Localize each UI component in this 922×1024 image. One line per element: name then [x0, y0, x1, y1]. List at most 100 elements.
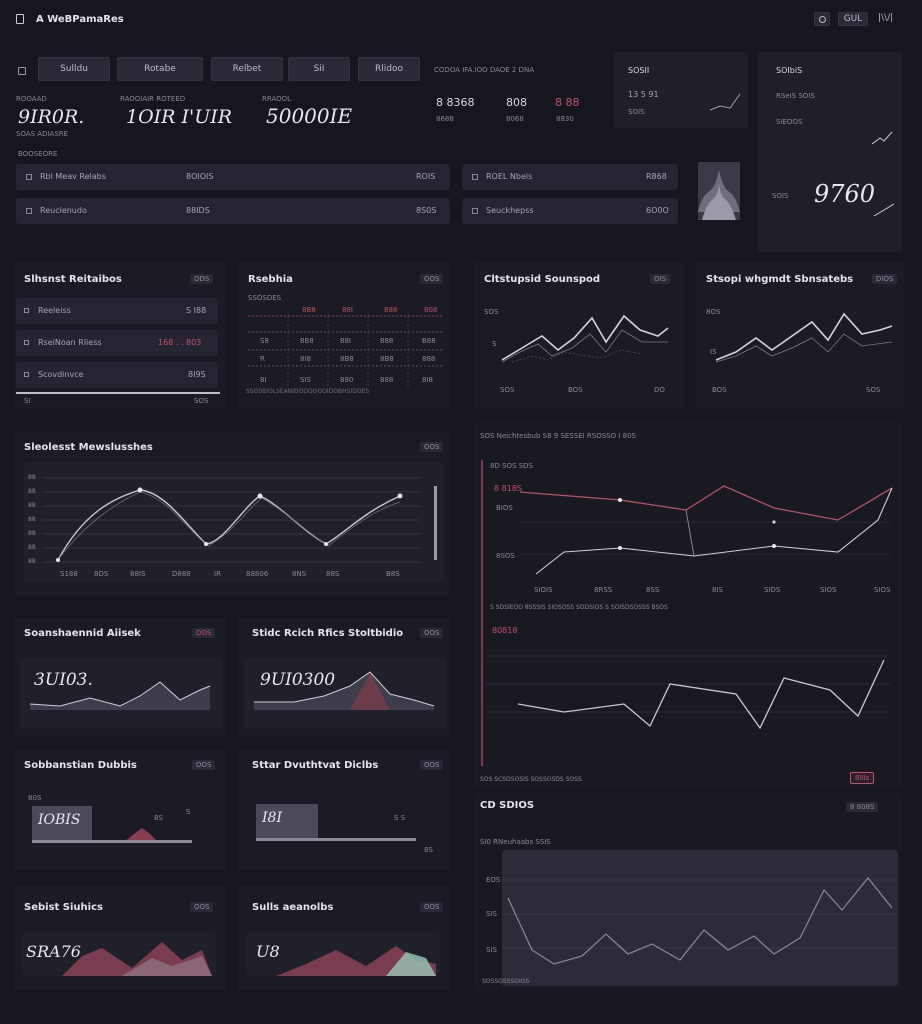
panel-tag[interactable]: ODS — [190, 274, 214, 284]
main-line-chart — [42, 477, 437, 563]
table-cell: 888 — [422, 355, 436, 363]
toolbar-button-2[interactable]: Rotabe — [117, 57, 203, 81]
axis-label: 8OS — [706, 308, 721, 316]
mini-card-tag[interactable]: OOS — [192, 628, 216, 638]
toolbar-icon[interactable] — [18, 67, 26, 75]
panel-title: Rsebhia — [248, 274, 293, 285]
app-title: A WeBPamaRes — [36, 14, 124, 25]
mini-card-tag[interactable]: OOS — [420, 902, 444, 912]
toolbar-num-1: 8 8368 — [436, 96, 475, 109]
stat-row[interactable]: RseiNoan Rliess 168 . . 803 — [16, 330, 218, 356]
main-point — [257, 493, 263, 499]
mini-card-tag[interactable]: OOS — [192, 760, 216, 770]
list-item-label: Reuclenudo — [40, 206, 87, 215]
list-item-value-1: 88IDS — [186, 206, 210, 215]
panel-tag[interactable]: OIS — [650, 274, 671, 284]
side-panel: SOIbiS RSeIS SOIS SIEOOS 9760 SOIS — [758, 52, 902, 252]
panel-foot-right: SOS — [194, 397, 209, 405]
x-tick: 88IS — [130, 570, 146, 578]
mini-card-tag[interactable]: OOS — [420, 628, 444, 638]
main-point — [137, 487, 143, 493]
stat-value: 168 . . 803 — [158, 338, 202, 347]
y-tick: 88 — [28, 558, 36, 565]
stat-value: 8I9S — [188, 370, 206, 379]
panel-tag[interactable]: 8 808S — [846, 802, 879, 812]
toolbar-button-3[interactable]: Relbet — [211, 57, 283, 81]
x-tick: SIOS — [874, 586, 891, 594]
toolbar-button-1[interactable]: Sulldu — [38, 57, 110, 81]
axis-label: S — [492, 340, 497, 348]
right-chart-y-tick: BIOS — [496, 504, 513, 512]
y-tick: EOS — [486, 876, 501, 884]
stat-icon — [24, 308, 29, 313]
list-item[interactable]: Seuckhepss 6O0O — [462, 198, 678, 224]
side-panel-sub: SOIS — [772, 192, 789, 200]
axis-label: BOS — [712, 386, 727, 394]
y-tick: 88 — [28, 544, 36, 551]
list-item[interactable]: Rbl Meav Relabs 8OIOIS ROIS — [16, 164, 450, 190]
mini-area-chart — [276, 946, 436, 976]
list-item[interactable]: ROEL Nbeis R868 — [462, 164, 678, 190]
mini-card-value: 3UI03. — [34, 670, 93, 690]
side-card-big: 13 5 91 — [628, 90, 659, 99]
side-panel-row-1: RSeIS SOIS — [776, 92, 815, 100]
table-header-cell: 888 — [384, 306, 398, 314]
right-line-chart — [481, 460, 893, 766]
mini-card-value: SRA76 — [26, 942, 81, 961]
panel-table: Rsebhia OOS SSOSDES 8B8 88I 888 808 S8 8… — [238, 262, 450, 408]
list-item-label: Seuckhepss — [486, 206, 534, 215]
mini-card-tag[interactable]: OOS — [190, 902, 214, 912]
list-icon — [472, 208, 478, 214]
mini-bit: S S — [394, 814, 406, 822]
list-item-value-1: 8OIOIS — [186, 172, 214, 181]
header-gui-button[interactable]: GUL — [838, 12, 868, 26]
mini-bit: 80S — [28, 794, 42, 802]
list-item[interactable]: Reuclenudo 88IDS 8S0S — [16, 198, 450, 224]
right-chart2-tag[interactable]: 8IIIs — [850, 772, 875, 784]
main-point — [56, 558, 60, 562]
right-point — [772, 520, 776, 524]
main-point — [324, 542, 328, 546]
right-chart-header: SOS Neichtesbub S8 9 SESSEI RSOSSO I 80S — [480, 432, 636, 440]
kpi-sub-1: SOAS ADIASRE — [16, 130, 69, 138]
table-cell: 8I8 — [300, 355, 311, 363]
mini-area-chart — [62, 942, 212, 976]
table-cell: 888 — [380, 376, 394, 384]
kpi-label-1: ROOAAD — [16, 95, 47, 103]
mini-spark — [124, 828, 158, 842]
x-tick: SIOIS — [534, 586, 553, 594]
main-chart-panel: Sleolesst Mewslusshes OOS 88 88 8 — [14, 432, 450, 596]
thumbnail-wave-image — [698, 162, 740, 220]
main-point — [204, 542, 208, 546]
mini-bit: S — [186, 808, 191, 816]
panel-tag[interactable]: OOS — [420, 274, 444, 284]
toolbar-button-5[interactable]: Rlidoo — [358, 57, 420, 81]
y-tick: SIS — [486, 910, 497, 918]
panel-tag[interactable]: DIOS — [872, 274, 898, 284]
x-tick: 88S — [326, 570, 340, 578]
side-panel-row-2: SIEOOS — [776, 118, 803, 126]
header-settings-button[interactable] — [814, 12, 830, 26]
right-chart-legend: S SDSIEOO 8SSSIS SIOSOSS SODSIOS S SOISD… — [490, 604, 668, 611]
stat-row[interactable]: Reeleiss S I88 — [16, 298, 218, 324]
table-foot: SSOSBIOLSEANIDOODOOOIDOBHSIDOES — [246, 388, 370, 395]
stat-label: Scovdinvce — [38, 370, 84, 379]
header-wave-button[interactable]: |\\/| — [878, 13, 894, 23]
header-logo — [16, 14, 24, 24]
kpi-label-3: RRAOOL — [262, 95, 292, 103]
panel-tag[interactable]: OOS — [420, 442, 444, 452]
kpi-value-3: 50000IE — [266, 104, 353, 128]
mountain-chart — [715, 312, 893, 363]
stat-row[interactable]: Scovdinvce 8I9S — [16, 362, 218, 388]
x-tick: SIOS — [820, 586, 837, 594]
toolbar-num-3: 8 88 — [555, 96, 580, 109]
mini-card-chart: U8 — [246, 932, 440, 976]
toolbar-button-4[interactable]: SiI — [288, 57, 350, 81]
mini-card-value: U8 — [256, 942, 280, 961]
mini-card: Sobbanstian Dubbis OOS 80S IOBIS 8S S — [14, 750, 226, 870]
y-tick: 88 — [28, 502, 36, 509]
mini-card: Sulls aeanolbs OOS U8 — [238, 886, 450, 990]
y-tick: 88 — [28, 488, 36, 495]
right-chart-y1: 8 818S — [494, 484, 522, 493]
mini-card-tag[interactable]: OOS — [420, 760, 444, 770]
